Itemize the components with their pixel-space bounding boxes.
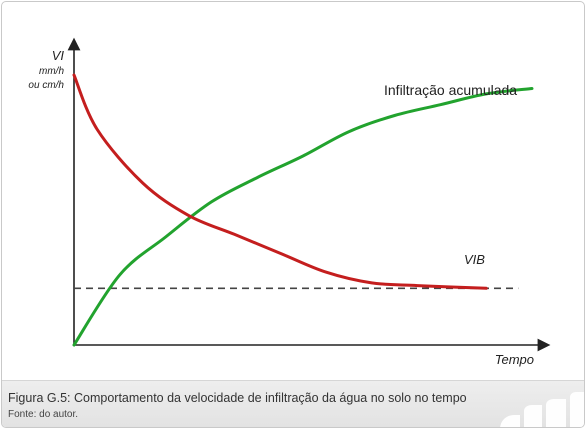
y-axis-label: VI [52, 48, 65, 63]
series-line-infiltracao-acumulada [72, 87, 534, 347]
y-axis-unit-2: ou cm/h [28, 80, 64, 91]
series-line-vib [72, 73, 488, 290]
x-axis-label: Tempo [495, 352, 534, 367]
caption-title: Figura G.5: Comportamento da velocidade … [8, 391, 467, 405]
series-label-vib: VIB [464, 252, 485, 267]
y-axis-unit-1: mm/h [39, 66, 64, 77]
publisher-logo-icon [500, 392, 584, 427]
caption-source: Fonte: do autor. [8, 409, 79, 420]
series-label-infiltracao: Infiltração acumulada [384, 82, 517, 98]
figure-caption: Figura G.5: Comportamento da velocidade … [2, 380, 584, 427]
chart: VI mm/h ou cm/h Tempo Infiltração acumul… [28, 37, 551, 367]
